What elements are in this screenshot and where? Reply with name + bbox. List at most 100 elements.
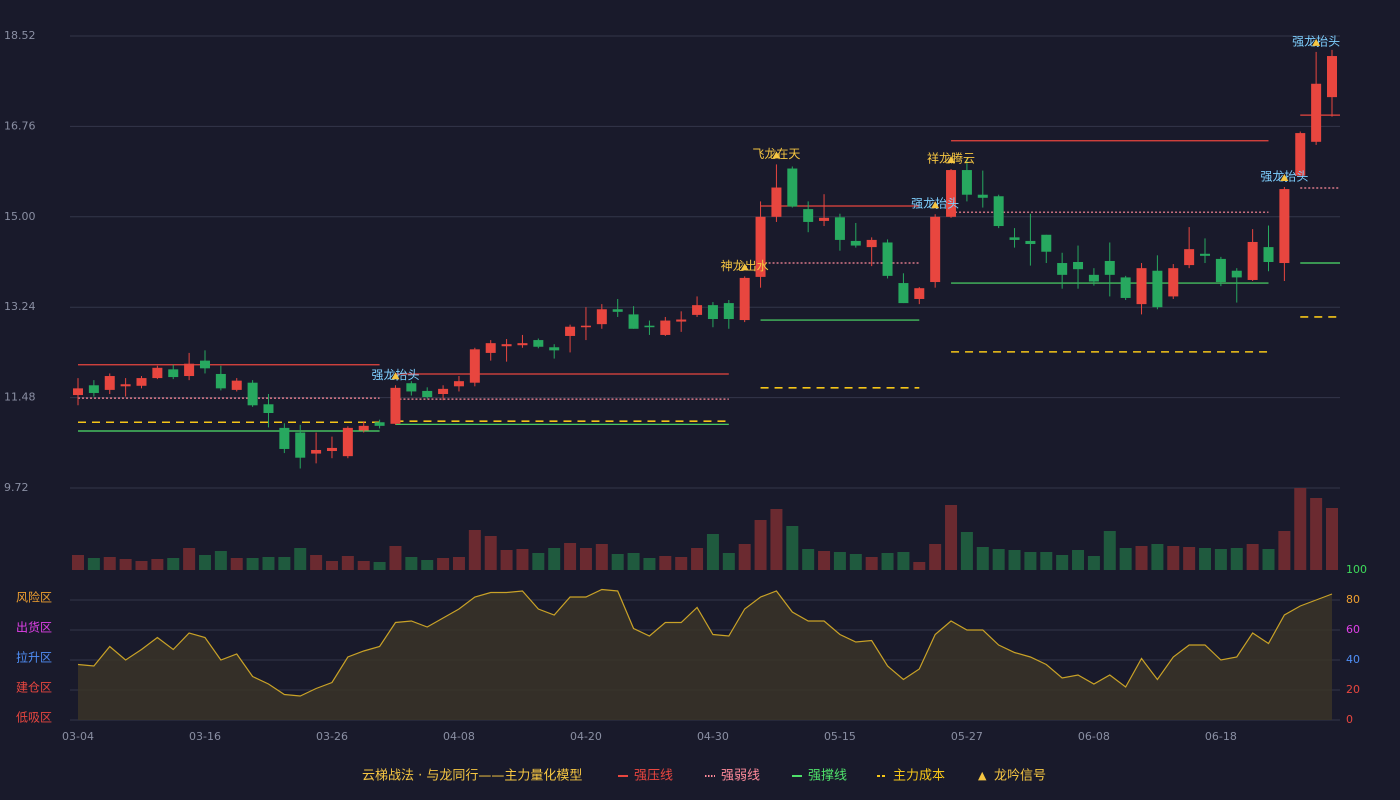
candle-body (596, 309, 607, 325)
volume-bar (595, 544, 608, 570)
candle-body (342, 427, 353, 457)
zone-label: 低吸区 (16, 711, 52, 725)
x-tick-label: 04-30 (697, 730, 729, 743)
candle-body (1073, 262, 1084, 270)
y2-tick-label: 0 (1346, 713, 1353, 726)
volume-bar (516, 549, 529, 570)
volume-bar (341, 556, 354, 570)
zone-label: 拉升区 (16, 650, 52, 665)
y-tick-label: 13.24 (4, 300, 36, 313)
candle-body (215, 373, 226, 389)
candle-body (1057, 263, 1068, 275)
volume-bar (167, 558, 180, 570)
candle-body (422, 390, 433, 398)
candle-body (787, 168, 798, 207)
volume-bar (1326, 508, 1338, 570)
x-tick-label: 06-08 (1078, 730, 1110, 743)
volume-bar (357, 561, 370, 570)
candle-body (1231, 270, 1242, 278)
candle-body (279, 427, 290, 449)
volume-bar (960, 532, 973, 570)
candle-body (628, 314, 639, 329)
legend-label: 强压线 (634, 769, 673, 784)
candle-body (326, 447, 337, 452)
candle-body (1120, 277, 1131, 298)
volume-bar (119, 559, 132, 570)
candle-body (1295, 133, 1306, 176)
candle-body (247, 382, 258, 406)
volume-bar (675, 557, 688, 570)
signal-marker (740, 263, 749, 271)
legend-marker: ▲ (978, 769, 987, 782)
volume-bar (1151, 544, 1164, 570)
candle-body (739, 277, 750, 321)
candle-body (660, 320, 671, 335)
y-tick-label: 15.00 (4, 210, 36, 223)
x-tick-label: 03-16 (189, 730, 221, 743)
candle-body (819, 217, 830, 221)
volume-bar (833, 552, 846, 570)
zone-label: 风险区 (16, 590, 52, 605)
volume-bar (468, 530, 481, 570)
volume-bar (1024, 552, 1037, 570)
candle-body (549, 347, 560, 351)
volume-bar (262, 557, 275, 570)
volume-bar (865, 557, 878, 570)
volume-bar (722, 553, 735, 570)
volume-bar (72, 555, 84, 570)
candle-body (311, 449, 322, 454)
volume-bar (103, 557, 116, 570)
candle-body (946, 170, 957, 217)
oscillator-line (77, 588, 1333, 697)
volume-bar (1040, 552, 1053, 570)
volume-bar (1183, 547, 1196, 570)
volume-bar (1246, 544, 1259, 570)
volume-bar (611, 554, 624, 570)
volume-bar (976, 547, 989, 570)
x-tick-label: 05-27 (951, 730, 983, 743)
signal-marker (1312, 38, 1321, 46)
candle-body (1088, 274, 1099, 282)
candle-body (676, 319, 687, 322)
volume-bar (1056, 555, 1069, 570)
volume-bar (548, 548, 561, 570)
volume-bar (706, 534, 719, 570)
volume-bar (1135, 546, 1148, 570)
candle-body (850, 240, 861, 246)
zone-label: 出货区 (16, 620, 52, 635)
volume-bar (738, 544, 751, 570)
y-tick-label: 16.76 (4, 119, 36, 132)
candle-body (1247, 241, 1258, 280)
candle-body (453, 381, 464, 387)
volume-bar (325, 561, 338, 570)
volume-bar (754, 520, 767, 570)
candle-body (1136, 268, 1147, 305)
volume-bar (214, 551, 227, 570)
candle-body (977, 194, 988, 198)
legend-label: 强弱线 (721, 769, 760, 784)
candle-body (961, 170, 972, 195)
candle-body (1200, 253, 1211, 256)
volume-bar (389, 546, 402, 570)
y2-tick-label: 40 (1346, 653, 1360, 666)
candle-body (723, 303, 734, 320)
legend-title: 云梯战法 · 与龙同行——主力量化模型 (362, 769, 582, 784)
candle-body (834, 217, 845, 240)
volume-bar (770, 509, 783, 570)
candle-body (1215, 258, 1226, 283)
volume-bar (1214, 549, 1227, 570)
volume-bar (500, 550, 513, 570)
volume-bar (849, 554, 862, 570)
candle-body (565, 326, 576, 336)
volume-bar (230, 558, 243, 570)
volume-bar (913, 562, 926, 570)
volume-bar (87, 558, 100, 570)
volume-bar (992, 549, 1005, 570)
volume-bar (151, 559, 164, 570)
candle-body (1327, 56, 1337, 98)
volume-bar (929, 544, 942, 570)
y2-tick-label: 20 (1346, 683, 1360, 696)
volume-bar (564, 543, 577, 570)
candle-body (120, 384, 131, 387)
candle-body (104, 376, 115, 390)
